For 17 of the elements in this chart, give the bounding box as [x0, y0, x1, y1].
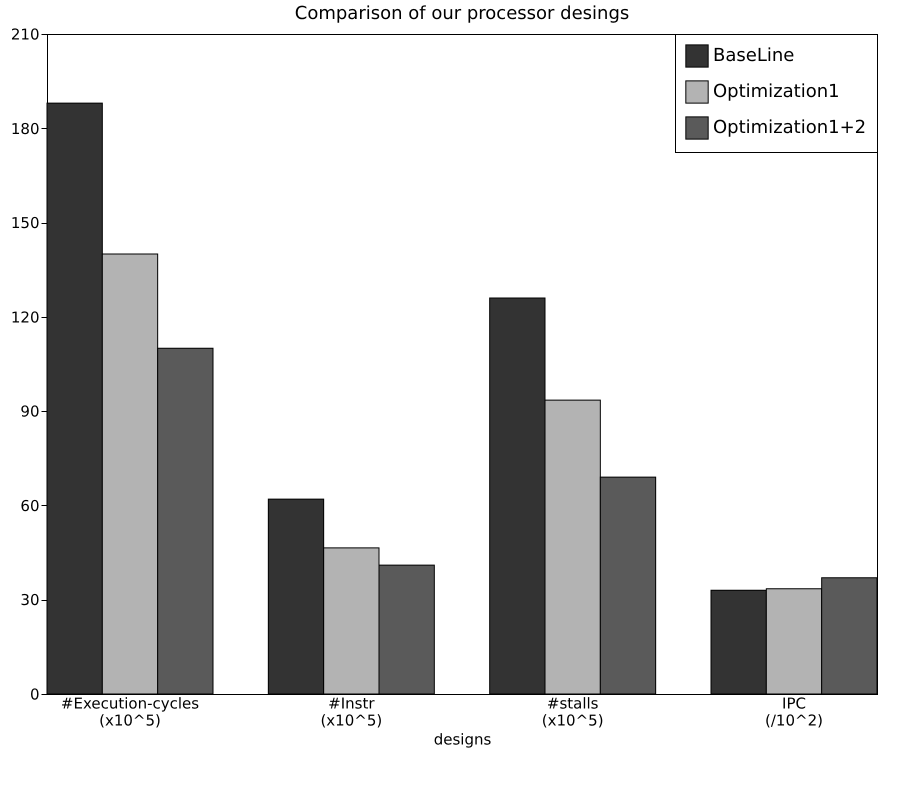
- y-tick-label: 60: [20, 496, 40, 515]
- y-tick-label: 150: [10, 214, 40, 232]
- y-tick-label: 180: [10, 120, 40, 138]
- x-axis-title: designs: [434, 730, 492, 748]
- x-tick-label: #stalls (x10^5): [542, 694, 604, 730]
- x-tick-label: #Execution-cycles (x10^5): [60, 694, 200, 730]
- x-tick-label: #Instr (x10^5): [320, 694, 382, 730]
- chart-title: Comparison of our processor desings: [294, 3, 630, 24]
- y-tick-label: 0: [30, 686, 40, 704]
- y-tick-label: 210: [10, 26, 40, 44]
- legend-label: BaseLine: [713, 45, 794, 66]
- y-tick-label: 90: [20, 402, 40, 421]
- legend-label: Optimization1+2: [713, 117, 866, 138]
- x-tick-label: IPC (/10^2): [765, 694, 823, 730]
- y-tick-label: 120: [10, 308, 40, 326]
- y-tick-label: 30: [20, 591, 40, 610]
- legend-label: Optimization1: [713, 81, 840, 102]
